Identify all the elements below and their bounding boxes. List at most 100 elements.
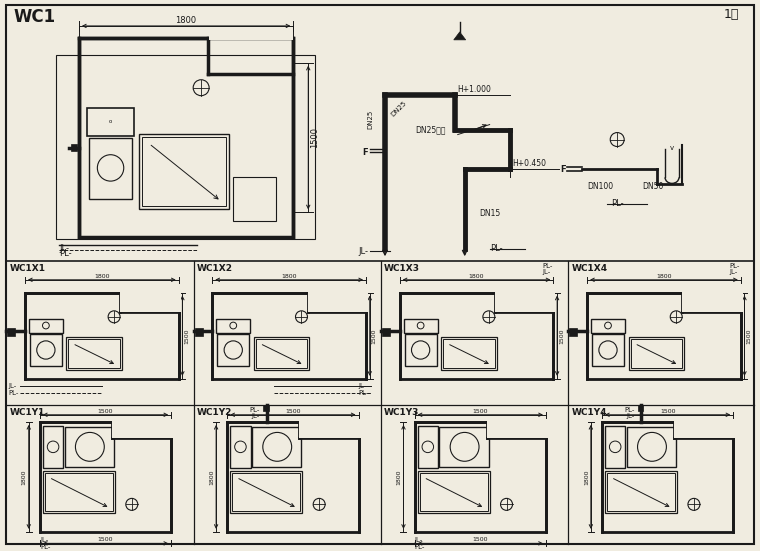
Bar (40, 422, 171, 532)
Text: DN25: DN25 (390, 100, 408, 117)
Bar (8, 328, 15, 336)
Bar (230, 426, 251, 468)
Text: JL-: JL- (358, 247, 368, 256)
Bar (56, 55, 315, 239)
Bar (487, 420, 548, 439)
Bar (212, 293, 366, 379)
Bar (90, 138, 131, 198)
Text: 1500: 1500 (473, 537, 488, 542)
Text: WC1Y3: WC1Y3 (384, 408, 420, 417)
Text: 1500: 1500 (185, 328, 189, 343)
Bar (87, 107, 134, 136)
Bar (587, 293, 741, 379)
Text: 1500: 1500 (310, 127, 319, 148)
Bar (230, 472, 302, 513)
Text: 1800: 1800 (94, 274, 109, 279)
Text: WC1X2: WC1X2 (197, 264, 233, 273)
Bar (30, 333, 62, 366)
Text: PL-: PL- (730, 263, 740, 269)
Text: WC1: WC1 (13, 8, 55, 26)
Bar (29, 318, 63, 332)
Bar (405, 333, 436, 366)
Bar (443, 339, 495, 368)
Bar (631, 339, 682, 368)
Bar (439, 427, 489, 467)
Bar (233, 473, 300, 511)
Text: DN25水表: DN25水表 (415, 126, 445, 134)
Bar (71, 143, 77, 152)
Bar (495, 291, 556, 312)
Bar (112, 420, 173, 439)
Bar (382, 328, 390, 336)
Bar (66, 337, 122, 370)
Text: 1500: 1500 (98, 409, 113, 414)
Text: JL-: JL- (40, 537, 48, 543)
Text: PL-: PL- (415, 544, 425, 550)
Text: WC1Y1: WC1Y1 (9, 408, 45, 417)
Text: 1800: 1800 (469, 274, 484, 279)
Bar (233, 177, 276, 222)
Text: JL-: JL- (542, 269, 550, 275)
Bar (142, 137, 226, 206)
Bar (45, 473, 113, 511)
Bar (25, 293, 179, 379)
Text: PL-: PL- (8, 390, 19, 396)
Text: JL-: JL- (8, 383, 17, 389)
Text: JL-: JL- (252, 413, 260, 419)
Text: JL-: JL- (359, 383, 367, 389)
Bar (404, 318, 438, 332)
Text: JL-: JL- (627, 413, 635, 419)
Bar (400, 293, 553, 379)
Text: WC1X1: WC1X1 (9, 264, 46, 273)
Text: PL-: PL- (250, 407, 260, 413)
Text: WC1Y2: WC1Y2 (197, 408, 232, 417)
Bar (65, 427, 114, 467)
Text: 1800: 1800 (584, 469, 589, 485)
Text: H+1.000: H+1.000 (458, 85, 492, 94)
Bar (418, 472, 490, 513)
Text: PL-: PL- (625, 407, 635, 413)
Bar (43, 426, 63, 468)
Bar (674, 420, 735, 439)
Bar (605, 472, 677, 513)
Bar (415, 422, 546, 532)
Bar (254, 337, 309, 370)
Bar (263, 404, 269, 410)
Bar (627, 427, 676, 467)
Text: WC1X3: WC1X3 (384, 264, 420, 273)
Bar (139, 133, 229, 209)
Bar (591, 318, 625, 332)
Bar (629, 337, 684, 370)
Text: 1800: 1800 (397, 469, 401, 485)
Bar (605, 426, 625, 468)
Text: F: F (363, 148, 368, 156)
Text: H+0.450: H+0.450 (512, 159, 546, 169)
Text: 1800: 1800 (209, 469, 214, 485)
Bar (592, 333, 624, 366)
Text: 1500: 1500 (285, 409, 301, 414)
Text: 1800: 1800 (22, 469, 27, 485)
Bar (420, 473, 488, 511)
Bar (217, 318, 250, 332)
Bar (569, 328, 578, 336)
Text: 1500: 1500 (98, 537, 113, 542)
Bar (299, 420, 360, 439)
Bar (602, 422, 733, 532)
Text: DN100: DN100 (587, 182, 613, 191)
Text: PL-: PL- (359, 390, 369, 396)
Text: 1500: 1500 (473, 409, 488, 414)
Text: PL-: PL- (489, 244, 502, 253)
Bar (442, 337, 496, 370)
Text: 1500: 1500 (372, 328, 377, 343)
Bar (227, 422, 359, 532)
Bar (638, 404, 644, 410)
Text: DN25: DN25 (367, 110, 373, 129)
Text: F: F (560, 165, 565, 174)
Text: 1页: 1页 (724, 8, 739, 21)
Bar (43, 472, 115, 513)
Polygon shape (454, 32, 466, 40)
Bar (79, 38, 293, 237)
Bar (256, 339, 307, 368)
Bar (682, 291, 743, 312)
Bar (68, 339, 120, 368)
